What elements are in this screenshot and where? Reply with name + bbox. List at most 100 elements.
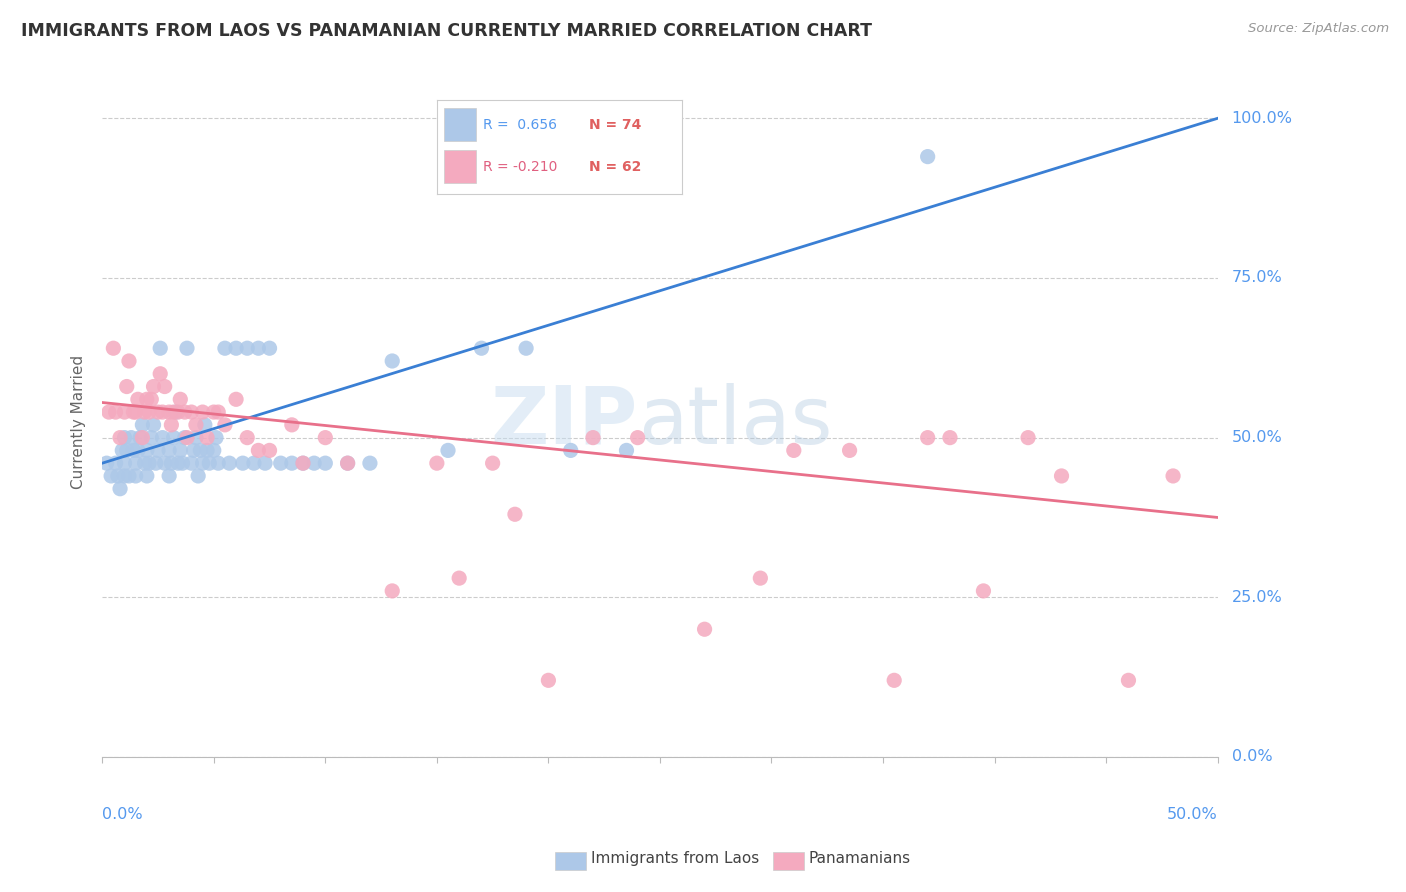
Point [214,417,236,432]
Point [172,456,194,470]
Point [259,443,281,458]
Point [749,571,772,585]
Point [243,456,266,470]
Text: 50.0%: 50.0% [1167,807,1218,822]
Point [883,673,905,688]
Text: 100.0%: 100.0% [1232,111,1292,126]
Point [503,508,526,522]
Point [314,456,336,470]
Point [381,583,404,598]
Point [426,456,449,470]
Point [190,443,212,458]
Point [118,469,141,483]
Point [236,341,259,355]
Point [449,571,471,585]
Point [247,341,270,355]
Point [149,367,172,381]
Point [96,456,118,470]
Point [138,456,160,470]
Point [281,456,304,470]
Point [114,405,136,419]
Point [314,431,336,445]
Text: 0.0%: 0.0% [103,807,143,822]
Point [141,431,163,445]
Point [141,392,163,407]
Text: ZIP: ZIP [491,383,638,460]
Text: atlas: atlas [638,383,832,460]
Point [176,431,198,445]
Point [122,443,145,458]
Point [184,431,207,445]
Text: IMMIGRANTS FROM LAOS VS PANAMANIAN CURRENTLY MARRIED CORRELATION CHART: IMMIGRANTS FROM LAOS VS PANAMANIAN CURRE… [21,22,872,40]
Point [207,405,229,419]
Point [191,405,214,419]
Point [127,392,149,407]
Point [146,405,169,419]
Point [838,443,860,458]
Point [180,456,202,470]
Point [124,456,146,470]
Point [115,379,138,393]
Point [131,417,153,432]
Point [108,431,131,445]
Point [218,456,240,470]
Point [302,456,325,470]
Point [1017,431,1039,445]
Point [167,405,190,419]
Point [225,392,247,407]
Point [292,456,315,470]
Point [1050,469,1073,483]
Point [173,405,195,419]
Point [162,405,184,419]
Text: Panamanians: Panamanians [808,851,911,865]
Point [104,405,127,419]
Point [127,443,149,458]
Point [167,456,190,470]
Y-axis label: Currently Married: Currently Married [72,355,86,489]
Point [187,469,209,483]
Point [202,405,225,419]
Text: 0.0%: 0.0% [1232,749,1272,764]
Point [138,405,160,419]
Point [247,443,270,458]
Point [162,431,184,445]
Point [153,379,176,393]
Point [131,431,153,445]
Point [292,456,315,470]
Point [135,392,157,407]
Point [207,456,229,470]
Point [157,405,180,419]
Point [939,431,962,445]
Point [160,417,183,432]
Point [104,456,127,470]
Point [114,456,136,470]
Point [146,443,169,458]
Point [111,443,134,458]
Point [437,443,460,458]
Text: 50.0%: 50.0% [1232,430,1282,445]
Point [232,456,254,470]
Text: 25.0%: 25.0% [1232,590,1282,605]
Point [157,469,180,483]
Point [281,417,304,432]
Point [169,443,191,458]
Point [124,469,146,483]
Point [582,431,605,445]
Point [627,431,650,445]
Point [336,456,359,470]
Point [195,443,218,458]
Point [191,456,214,470]
Point [108,482,131,496]
Point [118,354,141,368]
Point [122,405,145,419]
Point [124,405,146,419]
Point [254,456,277,470]
Point [115,443,138,458]
Point [135,443,157,458]
Point [103,341,125,355]
Point [183,443,205,458]
Point [152,405,174,419]
Point [149,341,172,355]
Point [152,431,174,445]
Point [169,392,191,407]
